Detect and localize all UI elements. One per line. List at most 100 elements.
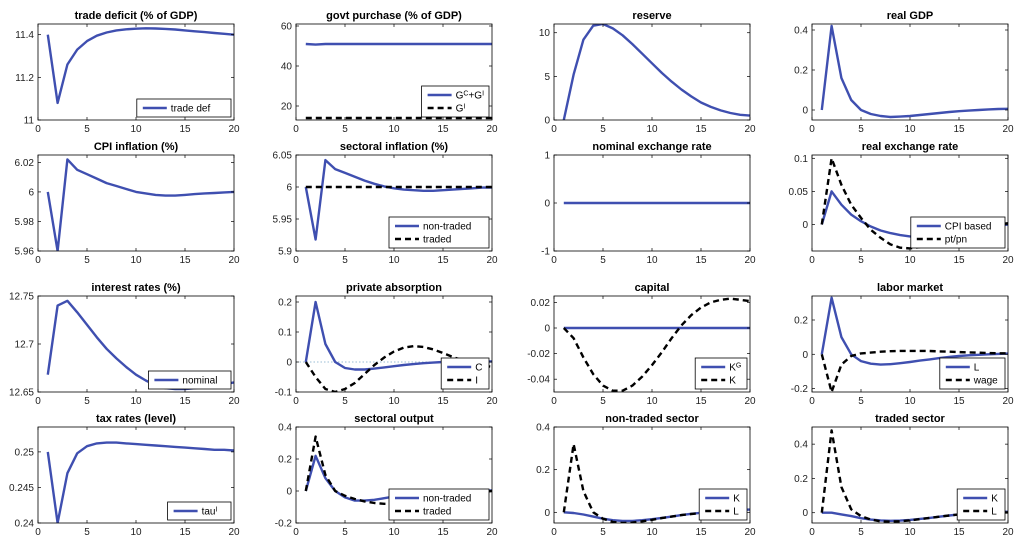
legend-box — [388, 216, 490, 249]
x-tick-label: 15 — [179, 255, 191, 266]
legend: tauI — [167, 501, 232, 521]
y-tick-label: 0 — [802, 220, 808, 231]
subplot-title: real GDP — [887, 10, 933, 22]
legend: KL — [956, 488, 1006, 521]
y-tick-label: 11 — [24, 116, 35, 127]
legend: non-traded traded — [388, 488, 490, 521]
series-line-response-0 — [46, 158, 234, 251]
subplot-8: real exchange rate 0 5 10 15 20 0 0.05 0.1 CPI ba… — [789, 141, 1014, 266]
series-line-response-0 — [562, 24, 750, 120]
y-tick-label: 40 — [281, 62, 293, 73]
x-tick-label: 0 — [551, 255, 557, 266]
x-tick-label: 0 — [293, 124, 299, 135]
legend: CPI based pt/pn — [910, 216, 1006, 249]
series-line-trade-def-0 — [46, 27, 234, 105]
subplot-title: labor market — [877, 282, 943, 294]
x-tick-label: 10 — [130, 396, 142, 407]
subplot-title: trade deficit (% of GDP) — [75, 10, 198, 22]
legend-label: wage — [973, 376, 998, 387]
x-tick-label: 5 — [858, 527, 864, 538]
x-tick-label: 20 — [1002, 255, 1014, 266]
x-tick-label: 10 — [388, 527, 400, 538]
legend-box — [698, 488, 748, 521]
x-tick-label: 5 — [342, 124, 348, 135]
legend-label: tauI — [202, 506, 218, 518]
x-tick-label: 15 — [437, 527, 449, 538]
subplot-title: capital — [635, 282, 670, 294]
y-tick-label: 0 — [802, 508, 808, 519]
x-tick-label: 5 — [600, 255, 606, 266]
x-tick-label: 5 — [342, 255, 348, 266]
x-tick-label: 5 — [342, 396, 348, 407]
y-tick-label: 0 — [544, 508, 550, 519]
y-tick-label: 0.1 — [278, 328, 292, 339]
x-tick-label: 15 — [179, 527, 191, 538]
subplot-16: traded sector 0 5 10 15 20 0 0.2 0.4 KL — [794, 413, 1014, 538]
y-tick-label: 0.1 — [794, 154, 808, 165]
y-tick-label: 0.02 — [531, 298, 551, 309]
legend: KL — [698, 488, 748, 521]
x-tick-label: 10 — [130, 527, 142, 538]
y-tick-label: 0.2 — [794, 474, 808, 485]
x-tick-label: 20 — [228, 396, 240, 407]
x-tick-label: 5 — [600, 124, 606, 135]
x-tick-label: 20 — [1002, 527, 1014, 538]
legend-box — [939, 357, 1006, 390]
y-tick-label: 60 — [281, 22, 293, 33]
x-tick-label: 10 — [646, 396, 658, 407]
x-tick-label: 0 — [551, 396, 557, 407]
x-tick-label: 0 — [35, 255, 41, 266]
x-tick-label: 20 — [744, 527, 756, 538]
x-tick-label: 15 — [953, 124, 965, 135]
y-tick-label: 0 — [544, 116, 550, 127]
y-tick-label: -0.2 — [791, 384, 809, 395]
y-tick-label: 20 — [281, 102, 293, 113]
x-tick-label: 15 — [953, 527, 965, 538]
x-tick-label: 5 — [84, 396, 90, 407]
y-tick-label: 0.4 — [278, 423, 292, 434]
x-tick-label: 5 — [858, 396, 864, 407]
x-tick-label: 5 — [84, 124, 90, 135]
x-tick-label: 20 — [486, 527, 498, 538]
x-tick-label: 10 — [904, 124, 916, 135]
x-tick-label: 5 — [600, 527, 606, 538]
x-tick-label: 0 — [551, 124, 557, 135]
subplot-title: sectoral inflation (%) — [340, 141, 449, 153]
subplot-title: private absorption — [346, 282, 442, 294]
legend-box — [136, 98, 232, 118]
x-tick-label: 0 — [809, 255, 815, 266]
subplot-title: real exchange rate — [862, 141, 959, 153]
legend-box — [910, 216, 1006, 249]
x-tick-label: 10 — [646, 124, 658, 135]
x-tick-label: 0 — [35, 396, 41, 407]
x-tick-label: 0 — [35, 527, 41, 538]
x-tick-label: 10 — [646, 255, 658, 266]
series-line-l-0 — [820, 296, 1008, 366]
x-tick-label: 15 — [179, 124, 191, 135]
x-tick-label: 10 — [388, 124, 400, 135]
y-tick-label: 0 — [286, 358, 292, 369]
x-tick-label: 20 — [744, 396, 756, 407]
y-tick-label: 5 — [544, 72, 550, 83]
x-tick-label: 15 — [437, 124, 449, 135]
y-tick-label: 0 — [544, 199, 550, 210]
legend-label: K — [733, 494, 740, 505]
y-tick-label: 6 — [286, 183, 292, 194]
subplot-3: reserve 0 5 10 15 20 0 5 10 — [539, 10, 756, 135]
x-tick-label: 10 — [130, 255, 142, 266]
x-tick-label: 10 — [904, 255, 916, 266]
series-line-wage-1 — [820, 349, 1008, 392]
y-tick-label: 0.4 — [794, 26, 808, 37]
legend-label: I — [475, 376, 478, 387]
y-tick-label: -1 — [541, 247, 550, 258]
y-tick-label: 0.05 — [789, 187, 809, 198]
legend-box — [147, 370, 232, 390]
y-tick-label: 5.95 — [273, 215, 293, 226]
legend-box — [694, 357, 748, 390]
legend-label: pt/pn — [945, 235, 967, 246]
